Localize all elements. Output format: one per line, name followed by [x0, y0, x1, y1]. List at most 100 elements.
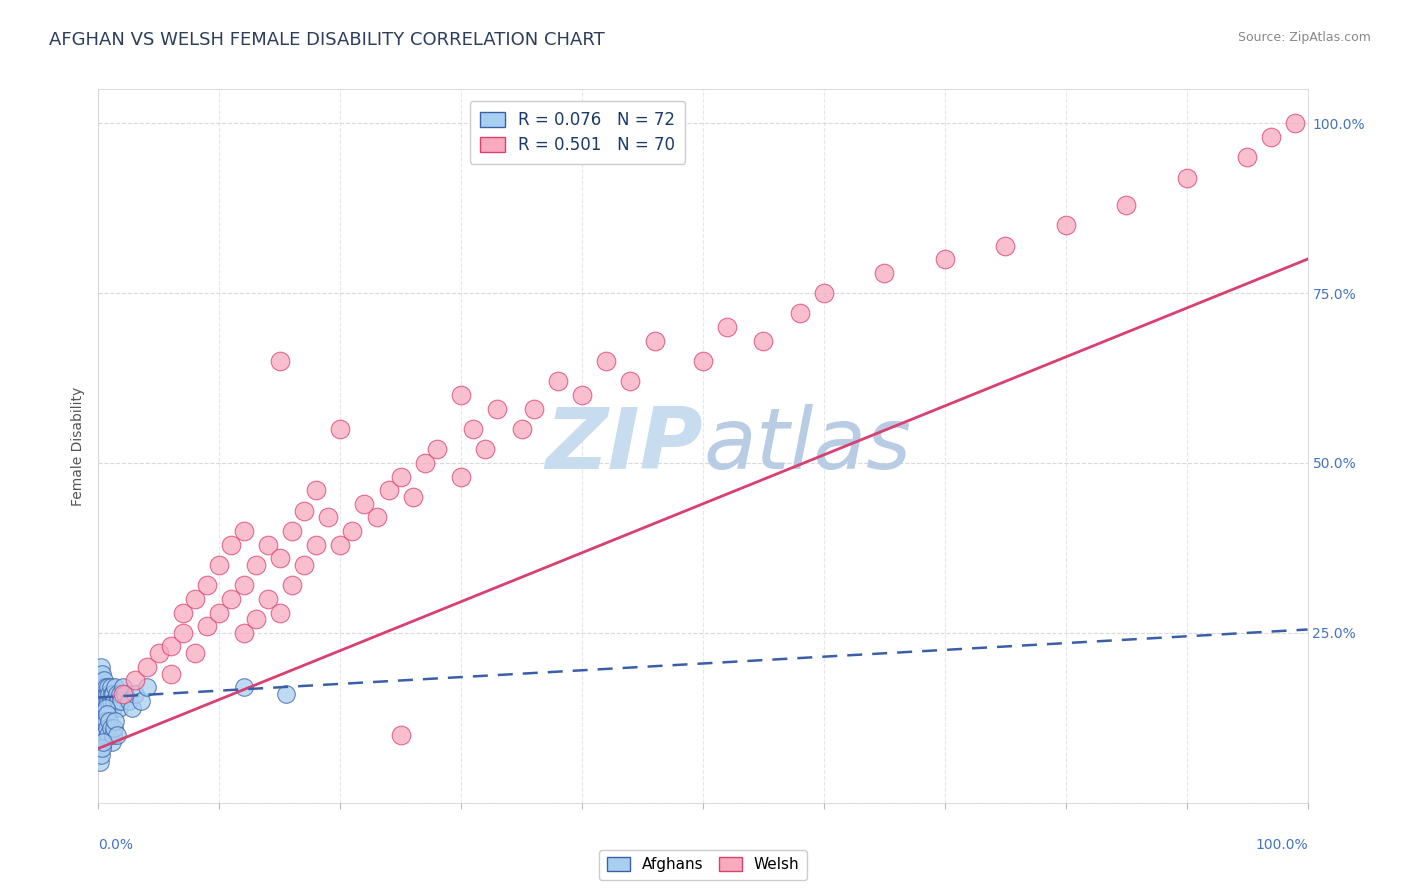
- Point: [98, 714, 121, 729]
- Point: [184, 591, 207, 606]
- Point: [195, 578, 218, 592]
- Point: [89, 714, 111, 729]
- Point: [110, 694, 132, 708]
- Point: [160, 666, 183, 681]
- Point: [97, 694, 120, 708]
- Point: [89, 755, 111, 769]
- Point: [619, 375, 641, 389]
- Point: [292, 503, 315, 517]
- Point: [89, 728, 111, 742]
- Text: 0.0%: 0.0%: [98, 838, 134, 853]
- Point: [94, 680, 117, 694]
- Point: [91, 666, 114, 681]
- Point: [91, 680, 114, 694]
- Point: [89, 673, 111, 688]
- Point: [221, 537, 243, 551]
- Point: [316, 510, 339, 524]
- Point: [463, 422, 485, 436]
- Point: [245, 612, 267, 626]
- Point: [269, 551, 291, 566]
- Point: [98, 687, 121, 701]
- Point: [269, 354, 291, 368]
- Point: [389, 469, 412, 483]
- Point: [89, 687, 111, 701]
- Point: [108, 687, 131, 701]
- Point: [93, 673, 115, 688]
- Point: [94, 714, 117, 729]
- Point: [547, 375, 569, 389]
- Point: [1115, 198, 1137, 212]
- Point: [342, 524, 364, 538]
- Point: [274, 687, 297, 701]
- Point: [97, 680, 120, 694]
- Point: [474, 442, 496, 457]
- Point: [934, 252, 956, 266]
- Point: [124, 687, 146, 701]
- Point: [89, 741, 111, 756]
- Point: [118, 694, 141, 708]
- Point: [103, 694, 125, 708]
- Text: Source: ZipAtlas.com: Source: ZipAtlas.com: [1237, 31, 1371, 45]
- Point: [101, 700, 124, 714]
- Point: [329, 422, 352, 436]
- Point: [486, 401, 509, 416]
- Point: [595, 354, 617, 368]
- Point: [256, 591, 278, 606]
- Point: [91, 707, 114, 722]
- Point: [692, 354, 714, 368]
- Point: [292, 558, 315, 572]
- Point: [94, 694, 117, 708]
- Point: [752, 334, 775, 348]
- Point: [90, 673, 112, 688]
- Point: [89, 700, 111, 714]
- Point: [450, 469, 472, 483]
- Point: [124, 673, 146, 688]
- Point: [104, 680, 127, 694]
- Point: [245, 558, 267, 572]
- Point: [281, 578, 304, 592]
- Point: [184, 646, 207, 660]
- Point: [100, 734, 122, 748]
- Y-axis label: Female Disability: Female Disability: [72, 386, 86, 506]
- Point: [1175, 170, 1198, 185]
- Point: [101, 687, 124, 701]
- Point: [221, 591, 243, 606]
- Point: [121, 700, 143, 714]
- Point: [208, 558, 231, 572]
- Point: [93, 687, 115, 701]
- Point: [402, 490, 425, 504]
- Point: [96, 707, 118, 722]
- Point: [100, 721, 122, 735]
- Legend: Afghans, Welsh: Afghans, Welsh: [599, 849, 807, 880]
- Point: [1284, 116, 1306, 130]
- Point: [269, 606, 291, 620]
- Point: [91, 694, 114, 708]
- Point: [789, 306, 811, 320]
- Point: [1054, 218, 1077, 232]
- Point: [195, 619, 218, 633]
- Point: [873, 266, 896, 280]
- Point: [105, 728, 128, 742]
- Point: [98, 700, 121, 714]
- Point: [1260, 129, 1282, 144]
- Point: [96, 721, 118, 735]
- Point: [389, 728, 412, 742]
- Point: [108, 700, 131, 714]
- Point: [90, 660, 112, 674]
- Point: [91, 707, 114, 722]
- Point: [148, 646, 170, 660]
- Point: [105, 687, 128, 701]
- Point: [91, 694, 114, 708]
- Point: [232, 680, 254, 694]
- Point: [232, 524, 254, 538]
- Point: [90, 714, 112, 729]
- Point: [100, 687, 122, 701]
- Point: [90, 728, 112, 742]
- Point: [114, 687, 136, 701]
- Point: [135, 660, 157, 674]
- Point: [256, 537, 278, 551]
- Point: [523, 401, 546, 416]
- Point: [93, 728, 115, 742]
- Point: [716, 320, 738, 334]
- Point: [103, 721, 125, 735]
